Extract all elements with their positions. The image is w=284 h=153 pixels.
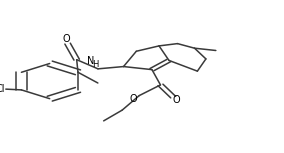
- Text: O: O: [130, 94, 137, 104]
- Text: O: O: [172, 95, 180, 105]
- Text: H: H: [92, 60, 98, 69]
- Text: O: O: [62, 34, 70, 44]
- Text: N: N: [87, 56, 95, 66]
- Text: Cl: Cl: [0, 84, 5, 94]
